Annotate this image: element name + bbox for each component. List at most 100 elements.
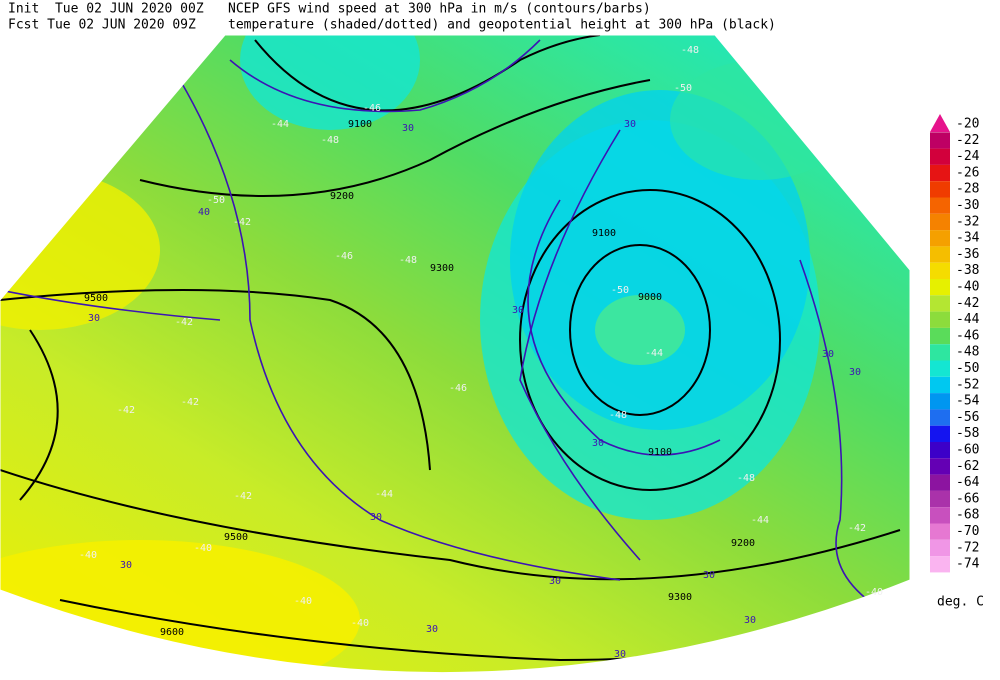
contour-label: -44 xyxy=(645,348,663,359)
contour-label: -48 xyxy=(737,473,755,484)
contour-label: 30 xyxy=(402,123,414,134)
colorbar-label: -26 xyxy=(956,165,979,180)
contour-label: 9100 xyxy=(648,447,672,458)
contour-label: 30 xyxy=(592,438,604,449)
colorbar-label: -74 xyxy=(956,557,980,572)
colorbar-swatch xyxy=(930,311,950,328)
contour-label: -40 xyxy=(294,596,312,607)
colorbar-swatch xyxy=(930,539,950,557)
contour-label: -40 xyxy=(194,543,212,554)
title-line: NCEP GFS wind speed at 300 hPa in m/s (c… xyxy=(228,2,651,17)
map-labels: 9100 30 -48 -44 -46 9200 -50 40 -42 -48 -46 9300 950… xyxy=(79,45,883,660)
colorbar-label: -34 xyxy=(956,231,980,246)
subtitle-line: temperature (shaded/dotted) and geopoten… xyxy=(228,18,776,33)
colorbar-swatch xyxy=(930,409,950,426)
colorbar-label: -38 xyxy=(956,263,979,278)
colorbar-label: -60 xyxy=(956,443,979,458)
contour-label: 30 xyxy=(512,305,524,316)
contour-label: -42 xyxy=(234,491,252,502)
contour-label: 30 xyxy=(614,649,626,660)
contour-label: 9600 xyxy=(160,627,184,638)
colorbar-swatch xyxy=(930,507,950,524)
contour-label: -50 xyxy=(611,285,629,296)
contour-label: 9500 xyxy=(84,293,108,304)
contour-label: 9000 xyxy=(638,292,662,303)
colorbar-swatch xyxy=(930,213,950,231)
colorbar-swatch xyxy=(930,474,950,491)
colorbar-label: -32 xyxy=(956,214,979,229)
contour-label: -48 xyxy=(399,255,417,266)
contour-label: -42 xyxy=(233,217,251,228)
colorbar-label: -30 xyxy=(956,198,979,213)
contour-label: 30 xyxy=(88,313,100,324)
colorbar-label: -68 xyxy=(956,508,979,523)
contour-label: -48 xyxy=(609,410,627,421)
contour-label: 9500 xyxy=(224,532,248,543)
contour-label: -42 xyxy=(117,405,135,416)
contour-label: -42 xyxy=(181,397,199,408)
colorbar-swatch xyxy=(930,425,950,442)
colorbar-label: -52 xyxy=(956,377,979,392)
contour-label: 9200 xyxy=(731,538,755,549)
fcst-line: Fcst Tue 02 JUN 2020 09Z xyxy=(8,18,196,33)
colorbar-swatch xyxy=(930,132,950,149)
contour-label: 9100 xyxy=(348,119,372,130)
init-line: Init Tue 02 JUN 2020 00Z xyxy=(8,2,204,17)
colorbar-swatch xyxy=(930,344,950,361)
colorbar-swatch xyxy=(930,197,950,214)
contour-label: 30 xyxy=(426,624,438,635)
contour-label: 9300 xyxy=(668,592,692,603)
contour-label: 30 xyxy=(822,349,834,360)
colorbar-swatch xyxy=(930,230,950,247)
colorbar-label: -20 xyxy=(956,117,979,132)
colorbar-swatch xyxy=(930,327,950,345)
colorbar-label: -22 xyxy=(956,133,979,148)
colorbar-label: -46 xyxy=(956,328,979,343)
contour-label: 9300 xyxy=(430,263,454,274)
colorbar-label: -24 xyxy=(956,149,980,164)
contour-label: -40 xyxy=(351,618,369,629)
contour-label: -44 xyxy=(751,515,769,526)
colorbar-swatch xyxy=(930,360,950,377)
contour-label: 9100 xyxy=(592,228,616,239)
colorbar-swatch xyxy=(930,556,950,573)
contour-label: -50 xyxy=(674,83,692,94)
contour-label: -44 xyxy=(375,489,393,500)
colorbar: -20-22-24-26-28-30-32-34-36-38-40-42-44-… xyxy=(930,114,980,573)
colorbar-label: -66 xyxy=(956,491,979,506)
contour-label: -40 xyxy=(79,550,97,561)
colorbar-label: -48 xyxy=(956,345,979,360)
colorbar-label: -58 xyxy=(956,426,979,441)
colorbar-swatch xyxy=(930,262,950,279)
contour-label: 30 xyxy=(703,570,715,581)
colorbar-label: -50 xyxy=(956,361,979,376)
colorbar-swatch xyxy=(930,181,950,198)
contour-label: 30 xyxy=(849,367,861,378)
contour-label: 40 xyxy=(198,207,210,218)
colorbar-swatch xyxy=(930,148,950,165)
colorbar-swatch xyxy=(930,523,950,540)
colorbar-label: -56 xyxy=(956,410,979,425)
colorbar-label: -28 xyxy=(956,182,979,197)
colorbar-label: -62 xyxy=(956,459,979,474)
colorbar-label: -54 xyxy=(956,394,980,409)
colorbar-arrow xyxy=(930,114,950,132)
colorbar-label: -44 xyxy=(956,312,980,327)
colorbar-label: -40 xyxy=(956,280,979,295)
colorbar-swatch xyxy=(930,164,950,182)
colorbar-swatch xyxy=(930,376,950,394)
contour-label: 30 xyxy=(370,512,382,523)
contour-label: 30 xyxy=(120,560,132,571)
contour-label: -48 xyxy=(681,45,699,56)
colorbar-swatch xyxy=(930,458,950,475)
contour-label: -46 xyxy=(449,383,467,394)
contour-label: -42 xyxy=(848,523,866,534)
contour-label: -44 xyxy=(271,119,289,130)
contour-label: 30 xyxy=(624,119,636,130)
contour-label: -42 xyxy=(175,317,193,328)
contour-label: -46 xyxy=(363,103,381,114)
colorbar-swatch xyxy=(930,279,950,296)
colorbar-unit: deg. C xyxy=(937,595,984,610)
